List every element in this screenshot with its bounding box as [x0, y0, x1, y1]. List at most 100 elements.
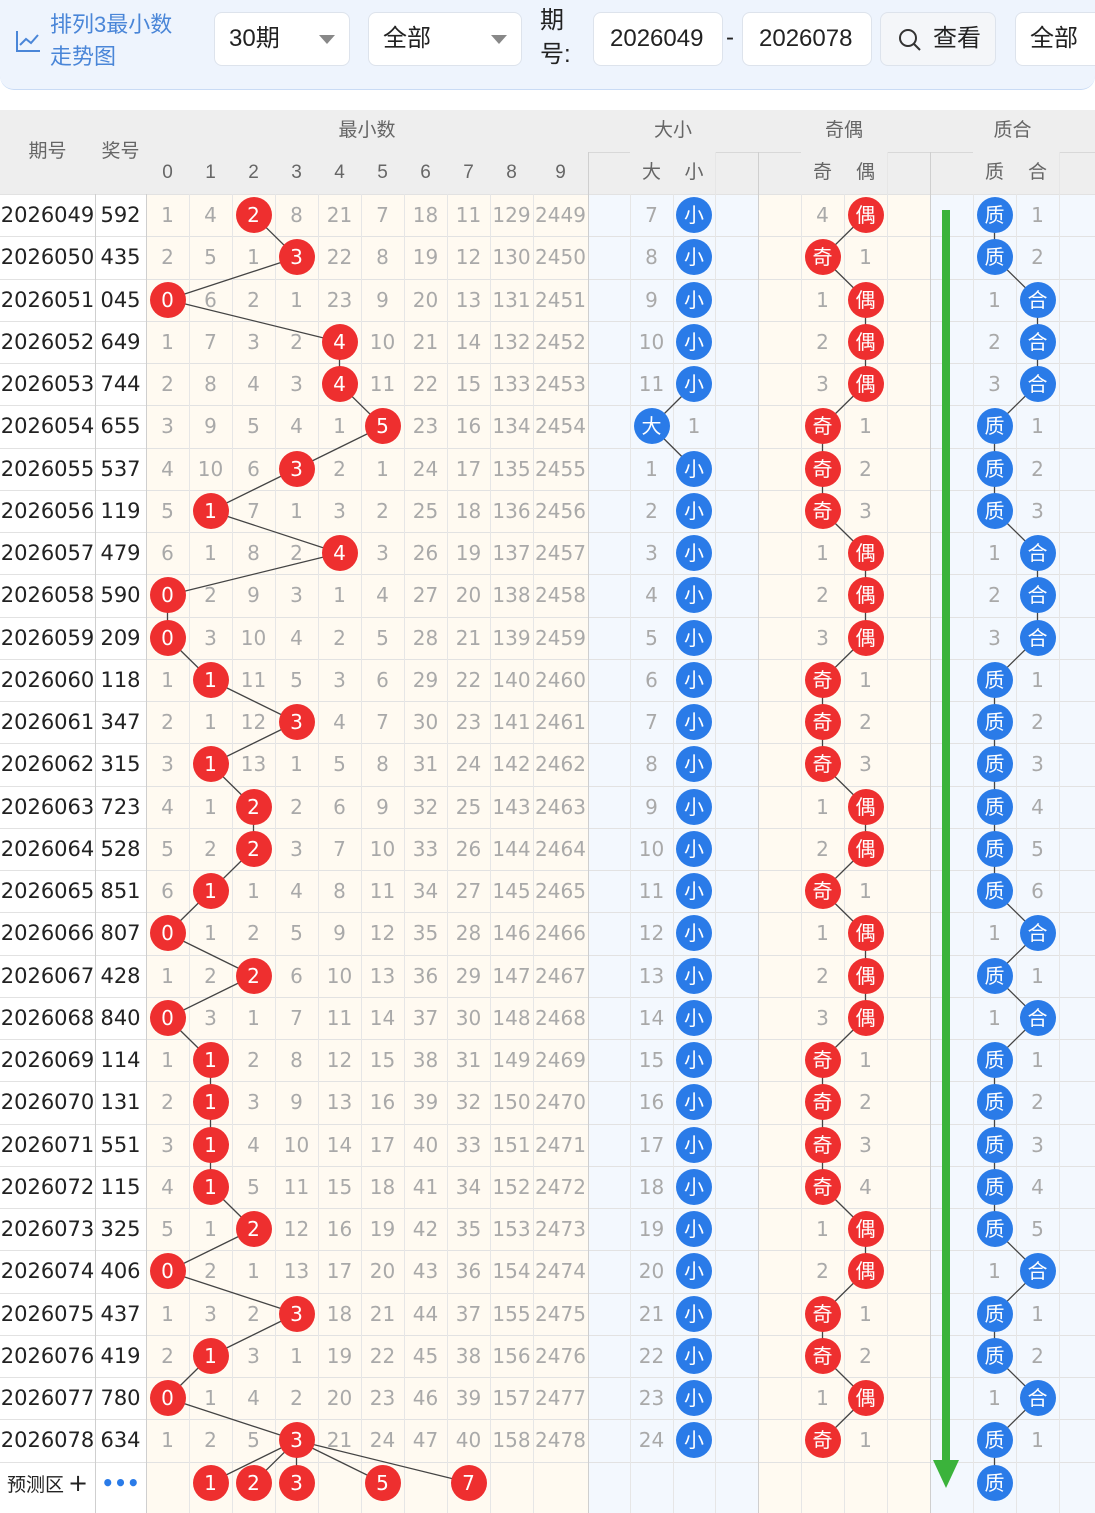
header-divider: [146, 152, 1095, 153]
omission-cell: 11: [369, 879, 396, 903]
size-ball: 小: [676, 577, 712, 614]
size-ball: 小: [676, 957, 712, 994]
row-divider: [0, 489, 1095, 491]
omission-cell: 1: [290, 287, 303, 312]
omission-cell: 14: [369, 1005, 396, 1030]
row-divider: [0, 1377, 1095, 1378]
omission-cell: 39: [412, 1090, 439, 1115]
omission-cell: 38: [455, 1343, 482, 1368]
header-digit-9: 9: [533, 152, 588, 194]
omission-cell: 1: [816, 287, 829, 312]
prize-cell: 347: [100, 710, 141, 734]
omission-cell: 22: [638, 1343, 665, 1368]
prime-ball: 合: [1019, 999, 1056, 1036]
omission-cell: 154: [492, 1259, 531, 1284]
omission-cell: 2: [204, 1259, 217, 1284]
omission-cell: 2470: [535, 1090, 586, 1115]
size-ball: 小: [676, 661, 712, 698]
header-digit-2: 2: [232, 152, 275, 194]
column-divider: [275, 152, 276, 1513]
omission-cell: 35: [412, 921, 439, 946]
min-number-link: [210, 510, 340, 554]
omission-cell: 13: [283, 1259, 310, 1284]
omission-cell: 18: [638, 1174, 665, 1199]
omission-cell: 2455: [535, 456, 586, 481]
omission-cell: 9: [290, 1090, 303, 1115]
prize-cell: 406: [100, 1259, 141, 1284]
start-issue-input[interactable]: 2026049: [593, 12, 723, 66]
omission-cell: 2469: [535, 1048, 586, 1072]
issue-cell: 2026059: [0, 625, 95, 650]
issue-cell: 2026065: [0, 879, 95, 903]
min-number-ball: 1: [192, 746, 229, 783]
omission-cell: 10: [638, 836, 665, 861]
issue-cell: 2026049: [0, 203, 95, 227]
omission-cell: 3: [290, 583, 303, 608]
omission-cell: 30: [412, 710, 439, 734]
omission-cell: 2463: [535, 794, 586, 819]
omission-cell: 12: [283, 1217, 310, 1241]
prime-ball: 质: [976, 704, 1013, 741]
issue-cell: 2026063: [0, 794, 95, 819]
min-number-ball: 2: [235, 788, 272, 825]
omission-cell: 37: [455, 1301, 482, 1326]
omission-cell: 129: [492, 203, 531, 227]
omission-cell: 8: [645, 752, 658, 777]
omission-cell: 17: [638, 1132, 665, 1157]
omission-cell: 9: [645, 794, 658, 819]
header-parity: 奇偶: [758, 110, 930, 152]
omission-cell: 2: [161, 1343, 174, 1368]
omission-cell: 4: [247, 1132, 260, 1157]
more-icon[interactable]: •••: [101, 1470, 140, 1495]
min-number-ball: 3: [278, 704, 315, 741]
row-divider: [0, 532, 1095, 533]
query-button[interactable]: 查看: [880, 12, 996, 66]
min-number-ball: 0: [149, 1380, 186, 1417]
issue-cell: 2026061: [0, 710, 95, 734]
prime-ball: 合: [1019, 1380, 1056, 1417]
omission-cell: 22: [369, 1343, 396, 1368]
prime-ball: 合: [1019, 281, 1056, 318]
omission-cell: 2: [290, 541, 303, 565]
omission-cell: 11: [240, 667, 267, 692]
omission-cell: 2454: [535, 414, 586, 439]
plus-icon[interactable]: +: [67, 1468, 89, 1497]
issue-cell: 2026060: [0, 667, 95, 692]
omission-cell: 24: [455, 752, 482, 777]
issue-cell: 2026078: [0, 1428, 95, 1453]
omission-cell: 13: [638, 963, 665, 988]
forecast-ball: 3: [278, 1464, 315, 1501]
omission-cell: 2464: [535, 836, 586, 861]
omission-cell: 1: [204, 794, 217, 819]
omission-cell: 23: [326, 287, 353, 312]
omission-cell: 25: [455, 794, 482, 819]
period-select[interactable]: 30期: [214, 12, 350, 66]
min-number-ball: 0: [149, 1253, 186, 1290]
omission-cell: 2: [161, 245, 174, 270]
parity-ball: 奇: [804, 239, 841, 276]
parity-ball: 奇: [804, 1084, 841, 1121]
prime-ball: 质: [976, 746, 1013, 783]
omission-cell: 4: [645, 583, 658, 608]
omission-cell: 34: [455, 1174, 482, 1199]
omission-cell: 1: [161, 1048, 174, 1072]
omission-cell: 22: [455, 667, 482, 692]
omission-cell: 21: [326, 1428, 353, 1453]
prize-cell: 655: [100, 414, 141, 439]
parity-ball: 偶: [847, 366, 884, 403]
end-issue-input[interactable]: 2026078: [742, 12, 872, 66]
parity-ball: 奇: [804, 1422, 841, 1459]
omission-cell: 3: [247, 1343, 260, 1368]
omission-cell: 6: [161, 879, 174, 903]
min-number-ball: 1: [192, 1126, 229, 1163]
size-ball: 小: [676, 1380, 712, 1417]
omission-cell: 157: [492, 1386, 531, 1410]
omission-cell: 133: [492, 372, 531, 396]
omission-cell: 10: [197, 456, 224, 481]
filter-select[interactable]: 全部: [368, 12, 522, 66]
omission-cell: 2467: [535, 963, 586, 988]
all-button[interactable]: 全部: [1015, 12, 1095, 66]
omission-cell: 147: [492, 963, 531, 988]
min-number-link: [167, 552, 340, 597]
omission-cell: 2472: [535, 1174, 586, 1199]
